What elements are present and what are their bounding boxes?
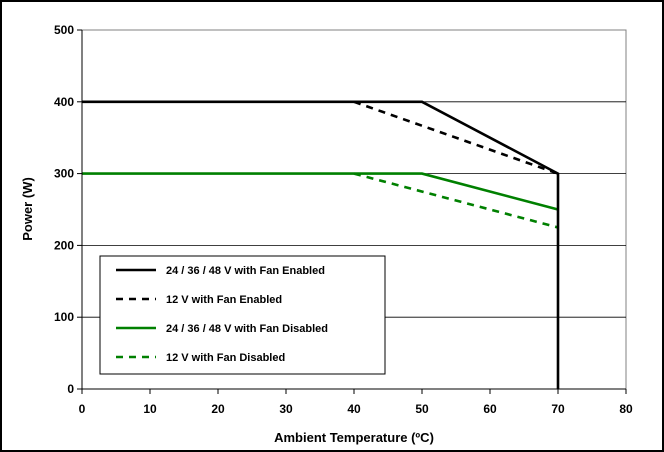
series-line-3 bbox=[82, 172, 559, 211]
x-tick-label: 80 bbox=[619, 402, 633, 416]
x-tick-label: 30 bbox=[279, 402, 293, 416]
y-tick-label: 300 bbox=[54, 167, 74, 181]
tick-labels: 0 100 200 300 400 500 0 10 20 30 40 50 60 70 80 bbox=[54, 23, 633, 416]
y-tick-label: 0 bbox=[67, 382, 74, 396]
x-tick-label: 10 bbox=[143, 402, 157, 416]
series-lines bbox=[82, 100, 560, 389]
x-tick-label: 40 bbox=[347, 402, 361, 416]
series-line-4 bbox=[353, 172, 559, 229]
legend-label: 12 V with Fan Enabled bbox=[166, 294, 282, 306]
x-tick-label: 50 bbox=[415, 402, 429, 416]
legend-label: 24 / 36 / 48 V with Fan Enabled bbox=[166, 265, 325, 277]
series-line-1 bbox=[82, 100, 560, 389]
y-tick-label: 100 bbox=[54, 310, 74, 324]
x-axis-title: Ambient Temperature (ºC) bbox=[274, 430, 434, 445]
legend: 24 / 36 / 48 V with Fan Enabled 12 V with… bbox=[99, 255, 386, 375]
legend-label: 12 V with Fan Disabled bbox=[166, 352, 285, 364]
y-tick-label: 200 bbox=[54, 238, 74, 252]
legend-box bbox=[99, 255, 386, 375]
legend-label: 24 / 36 / 48 V with Fan Disabled bbox=[166, 323, 328, 335]
y-tick-label: 500 bbox=[54, 23, 74, 37]
x-tick-label: 0 bbox=[79, 402, 86, 416]
y-axis-title: Power (W) bbox=[20, 177, 35, 241]
y-tick-label: 400 bbox=[54, 95, 74, 109]
x-tick-label: 70 bbox=[551, 402, 565, 416]
x-tick-label: 20 bbox=[211, 402, 225, 416]
axes bbox=[77, 29, 627, 394]
series-line-2 bbox=[353, 100, 559, 175]
x-tick-label: 60 bbox=[483, 402, 497, 416]
